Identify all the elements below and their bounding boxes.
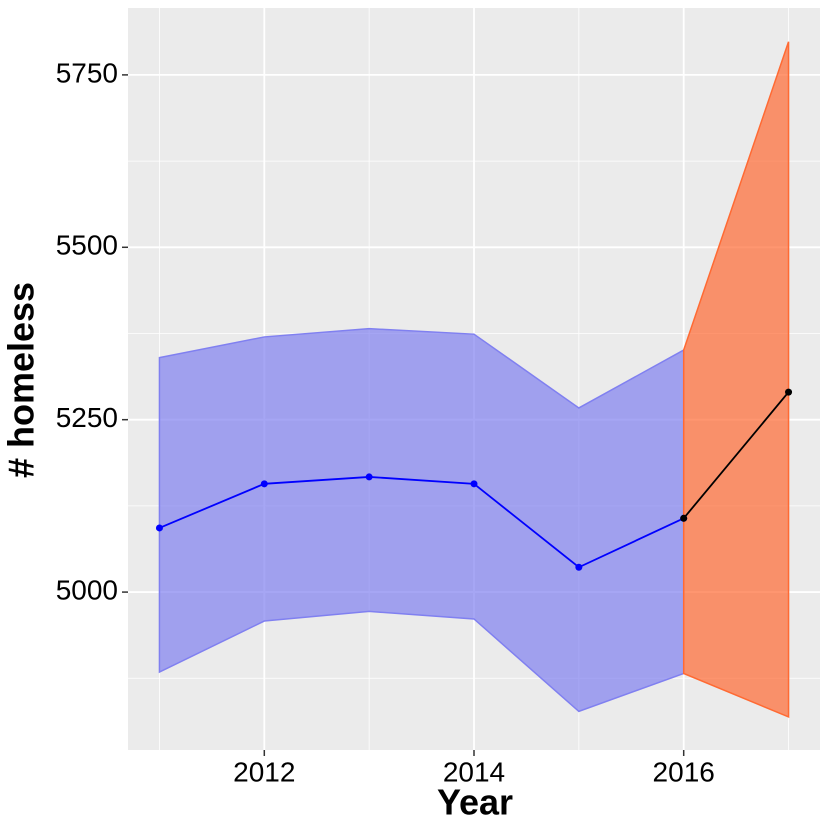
- y-tick-label: 5500: [56, 230, 118, 261]
- line: [159, 476, 685, 569]
- y-axis-title: # homeless: [1, 282, 42, 478]
- y-tick-label: 5000: [56, 574, 118, 605]
- point: [785, 388, 793, 396]
- point: [260, 480, 268, 488]
- line: [683, 391, 790, 519]
- point: [680, 514, 688, 522]
- point: [365, 473, 373, 481]
- point: [470, 480, 478, 488]
- point: [575, 563, 583, 571]
- x-tick-label: 2012: [233, 756, 295, 787]
- confidence-band: [682, 41, 790, 719]
- x-axis-title: Year: [437, 782, 513, 823]
- y-tick-label: 5250: [56, 402, 118, 433]
- point: [155, 524, 163, 532]
- x-tick-label: 2016: [653, 756, 715, 787]
- x-tick-label: 2014: [443, 756, 505, 787]
- y-tick-label: 5750: [56, 57, 118, 88]
